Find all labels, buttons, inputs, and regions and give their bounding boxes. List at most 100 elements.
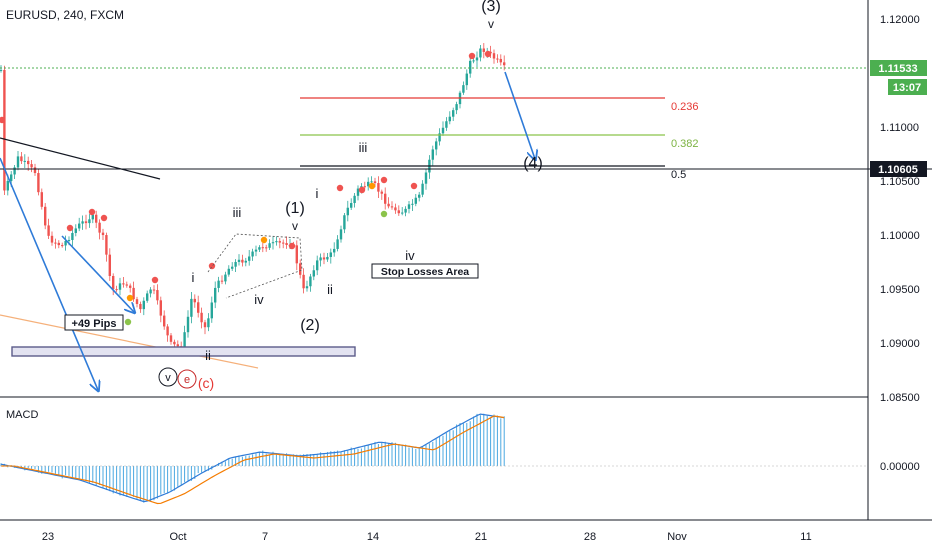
signal-dot: [410, 182, 418, 190]
candle-body: [27, 160, 30, 165]
candle-body: [343, 215, 346, 230]
countdown-tag: [888, 79, 927, 95]
candle-body: [387, 203, 390, 207]
candle-body: [302, 274, 305, 289]
candle-body: [305, 286, 309, 289]
wave-3-label: (3): [481, 0, 501, 15]
candle-body: [122, 283, 125, 285]
candle-body: [0, 69, 3, 71]
candle-body: [118, 283, 122, 290]
candle-body: [20, 156, 23, 162]
candle-body: [418, 194, 421, 198]
candle-body: [135, 299, 139, 304]
candle-body: [380, 191, 383, 194]
candle-body: [407, 204, 411, 209]
time-tick: 7: [262, 531, 268, 543]
candle-body: [258, 247, 261, 250]
price-tick: 1.08500: [880, 392, 920, 404]
circled-v-label: v: [165, 372, 171, 384]
candle-body: [81, 221, 84, 224]
candle-body: [166, 326, 169, 336]
candle-body: [67, 239, 71, 241]
time-tick: 21: [475, 531, 487, 543]
wave-3-sub-v: v: [488, 17, 494, 31]
candle-body: [224, 274, 227, 282]
candlestick-series: [0, 43, 506, 356]
price-axis[interactable]: 1.12000 1.11000 1.10500 1.10000 1.09500 …: [870, 14, 927, 473]
candle-body: [441, 127, 445, 134]
candle-body: [492, 53, 496, 59]
signal-dot: [260, 236, 268, 244]
candle-body: [193, 298, 196, 303]
level-price-tag: [870, 161, 927, 177]
candle-body: [316, 260, 319, 271]
candle-body: [414, 197, 417, 204]
candle-body: [370, 181, 373, 183]
sub-wave-iii-2: iii: [359, 140, 368, 155]
candle-body: [265, 247, 268, 249]
candle-body: [278, 241, 281, 243]
signal-dot: [468, 52, 476, 60]
signal-dot: [358, 186, 366, 194]
candle-body: [6, 180, 9, 191]
candle-body: [132, 287, 135, 300]
candle-body: [57, 242, 60, 246]
candle-body: [326, 256, 329, 260]
candle-body: [319, 257, 322, 261]
support-zone-box: [11, 346, 356, 357]
signal-dot: [336, 184, 344, 192]
sub-wave-ii-1: ii: [205, 348, 211, 363]
candle-body: [309, 276, 312, 287]
price-tick: 1.09500: [880, 284, 920, 296]
stop-loss-annotation-text: Stop Losses Area: [381, 266, 469, 278]
candle-body: [231, 266, 234, 269]
candle-body: [367, 181, 370, 187]
candle-body: [105, 235, 108, 255]
candle-body: [394, 207, 397, 211]
candle-body: [210, 302, 213, 319]
candle-body: [23, 160, 26, 162]
candle-body: [234, 261, 237, 267]
candle-body: [13, 167, 16, 175]
macd-zero-tick: 0.00000: [880, 461, 920, 473]
candle-body: [295, 245, 298, 264]
candle-body: [217, 280, 220, 288]
downtrend-line: [0, 137, 161, 180]
signal-dot: [151, 276, 159, 284]
time-axis[interactable]: 23 Oct 7 14 21 28 Nov 11: [42, 531, 812, 543]
circled-v-marker: [158, 367, 178, 387]
candle-body: [503, 62, 506, 66]
candle-body: [462, 85, 465, 93]
fib-label-0382: 0.382: [671, 138, 699, 150]
triangle-pattern: [207, 233, 303, 299]
time-tick: Oct: [169, 531, 186, 543]
candle-body: [472, 60, 475, 62]
fib-label-05: 0.5: [671, 169, 686, 181]
macd-title: MACD: [6, 409, 38, 421]
candle-body: [261, 247, 264, 249]
signal-dot: [380, 210, 388, 218]
candle-body: [499, 58, 502, 63]
candle-body: [496, 58, 499, 60]
candle-body: [98, 222, 101, 233]
candle-body: [88, 219, 91, 224]
candle-body: [455, 104, 458, 111]
candle-body: [159, 300, 162, 316]
candle-body: [244, 260, 247, 263]
candle-body: [37, 173, 40, 193]
candle-body: [424, 172, 428, 184]
sub-wave-iv-2: iv: [405, 248, 415, 263]
candle-body: [465, 73, 468, 86]
candle-body: [30, 164, 33, 168]
bar-countdown: 13:07: [893, 82, 921, 94]
candle-body: [397, 210, 400, 214]
sub-wave-iv-1: iv: [254, 292, 264, 307]
candle-body: [200, 312, 203, 323]
level-price-value: 1.10605: [878, 164, 918, 176]
candle-body: [435, 141, 438, 150]
price-tick: 1.09000: [880, 338, 920, 350]
candle-body: [50, 235, 54, 243]
candle-body: [248, 256, 251, 261]
candle-body: [152, 289, 156, 291]
